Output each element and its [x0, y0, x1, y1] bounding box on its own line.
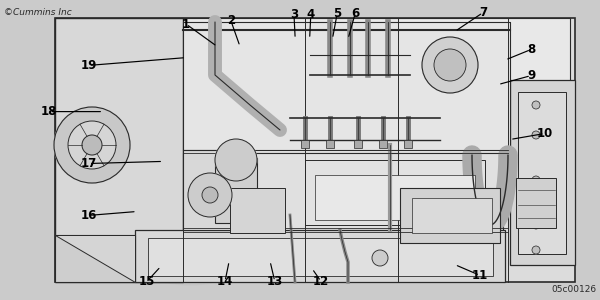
Bar	[518, 92, 566, 254]
Circle shape	[215, 139, 257, 181]
Bar	[315, 175, 475, 220]
Circle shape	[434, 49, 466, 81]
Circle shape	[54, 107, 130, 183]
Circle shape	[532, 101, 540, 109]
Bar	[510, 80, 575, 265]
Circle shape	[532, 176, 540, 184]
Bar	[516, 178, 556, 228]
Bar	[148, 238, 493, 276]
Text: 4: 4	[307, 8, 315, 22]
Text: 1: 1	[182, 17, 190, 31]
Bar	[135, 230, 505, 282]
Circle shape	[70, 45, 310, 285]
Text: 5: 5	[333, 7, 341, 20]
Bar	[305, 160, 485, 225]
Bar	[183, 153, 503, 281]
Bar	[55, 18, 183, 282]
Bar	[55, 235, 135, 282]
Bar	[326, 140, 334, 148]
Text: 19: 19	[80, 59, 97, 72]
Text: 10: 10	[536, 127, 553, 140]
Text: 6: 6	[351, 7, 359, 20]
Text: 18: 18	[41, 105, 58, 118]
Text: 17: 17	[80, 157, 97, 170]
Text: 9: 9	[527, 69, 535, 82]
Circle shape	[68, 121, 116, 169]
Bar	[400, 188, 500, 243]
Bar	[354, 140, 362, 148]
Bar	[412, 198, 492, 233]
Text: 2: 2	[227, 14, 235, 28]
Bar	[180, 18, 570, 153]
Bar	[301, 140, 309, 148]
Circle shape	[532, 131, 540, 139]
Bar	[183, 150, 238, 230]
Circle shape	[372, 250, 388, 266]
Bar	[55, 18, 575, 282]
Text: 8: 8	[527, 43, 535, 56]
Text: ©Cummins Inc: ©Cummins Inc	[4, 8, 72, 17]
Circle shape	[188, 173, 232, 217]
Circle shape	[532, 246, 540, 254]
Text: 13: 13	[266, 275, 283, 288]
Text: 15: 15	[139, 275, 155, 288]
Bar	[230, 188, 285, 233]
Bar	[215, 158, 257, 223]
Circle shape	[82, 135, 102, 155]
Circle shape	[532, 221, 540, 229]
Bar	[379, 140, 387, 148]
Circle shape	[202, 187, 218, 203]
Text: 05c00126: 05c00126	[551, 285, 596, 294]
Polygon shape	[55, 235, 135, 282]
Bar	[404, 140, 412, 148]
Text: 16: 16	[80, 209, 97, 222]
Text: 12: 12	[313, 275, 329, 288]
Text: 11: 11	[472, 269, 488, 282]
Text: 7: 7	[479, 6, 487, 19]
Circle shape	[422, 37, 478, 93]
Bar	[183, 22, 510, 150]
Text: 3: 3	[290, 8, 298, 22]
Text: 14: 14	[217, 275, 233, 288]
